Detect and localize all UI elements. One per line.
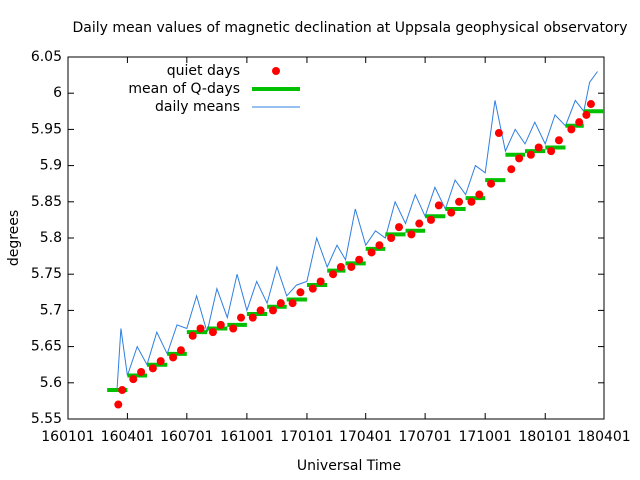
quiet-day [129,375,138,384]
quiet-day [169,353,178,362]
daily-means-line [116,71,598,391]
quiet-day [515,154,524,163]
y-tick-label: 5.6 [40,375,62,391]
legend-label: daily means [155,99,240,115]
x-tick-label: 170101 [280,429,333,445]
y-tick-label: 6 [53,85,62,101]
x-tick-label: 170701 [398,429,451,445]
quiet-day [554,136,563,145]
x-tick-label: 180101 [519,429,572,445]
quiet-day [216,320,225,329]
legend-label: quiet days [167,63,240,79]
x-tick-label: 161001 [220,429,273,445]
quiet-day [256,306,265,315]
y-tick-label: 5.8 [40,230,62,246]
legend-label: mean of Q-days [128,81,240,97]
y-tick-label: 5.9 [40,158,62,174]
y-tick-label: 5.75 [31,266,62,282]
chart-title: Daily mean values of magnetic declinatio… [72,20,627,36]
quiet-day [475,190,484,199]
x-tick-label: 160701 [160,429,213,445]
x-tick-label: 171001 [458,429,511,445]
quiet-day [494,129,503,138]
quiet-day [534,143,543,152]
legend-swatch [272,67,280,75]
quiet-day [487,179,496,188]
quiet-day [582,110,591,119]
quiet-day [296,288,305,297]
quiet-day [547,147,556,156]
quiet-day [387,234,396,242]
quiet-day [407,230,416,239]
quiet-day [586,100,595,109]
x-tick-label: 160101 [41,429,94,445]
quiet-day [196,324,205,333]
quiet-day [575,118,584,127]
quiet-day [375,241,384,250]
x-tick-label: 170401 [339,429,392,445]
quiet-day [567,125,576,134]
quiet-day [355,255,364,264]
quiet-day [229,324,238,333]
quiet-day [268,306,277,315]
quiet-day [237,313,246,322]
quiet-day [276,299,285,308]
quiet-day [347,262,356,271]
quiet-day [308,284,317,293]
y-tick-label: 5.65 [31,339,62,355]
quiet-day [447,208,456,217]
quiet-day [316,277,325,286]
quiet-day [426,215,435,224]
quiet-day [367,248,376,257]
quiet-day [415,219,424,228]
quiet-day [455,197,464,206]
x-tick-label: 160401 [101,429,154,445]
quiet-day [288,299,297,308]
quiet-day [188,331,197,340]
quiet-day [507,165,516,174]
y-tick-label: 5.7 [40,302,62,318]
quiet-day [208,328,217,337]
quiet-day [156,357,165,366]
x-axis-label: Universal Time [297,458,401,474]
quiet-day [526,150,535,159]
quiet-day [176,346,185,355]
y-tick-label: 6.05 [31,49,62,65]
quiet-day [118,386,127,395]
x-tick-label: 180401 [577,429,630,445]
y-tick-label: 5.95 [31,121,62,137]
quiet-day [248,313,257,322]
quiet-day [336,262,345,271]
quiet-day [114,400,123,409]
quiet-day [137,367,146,376]
quiet-day [434,201,443,210]
y-tick-label: 5.55 [31,411,62,427]
quiet-day [148,364,157,373]
y-axis-label: degrees [6,210,22,266]
quiet-day [395,223,404,232]
quiet-day [467,197,476,206]
quiet-day [329,270,338,279]
y-tick-label: 5.85 [31,194,62,210]
